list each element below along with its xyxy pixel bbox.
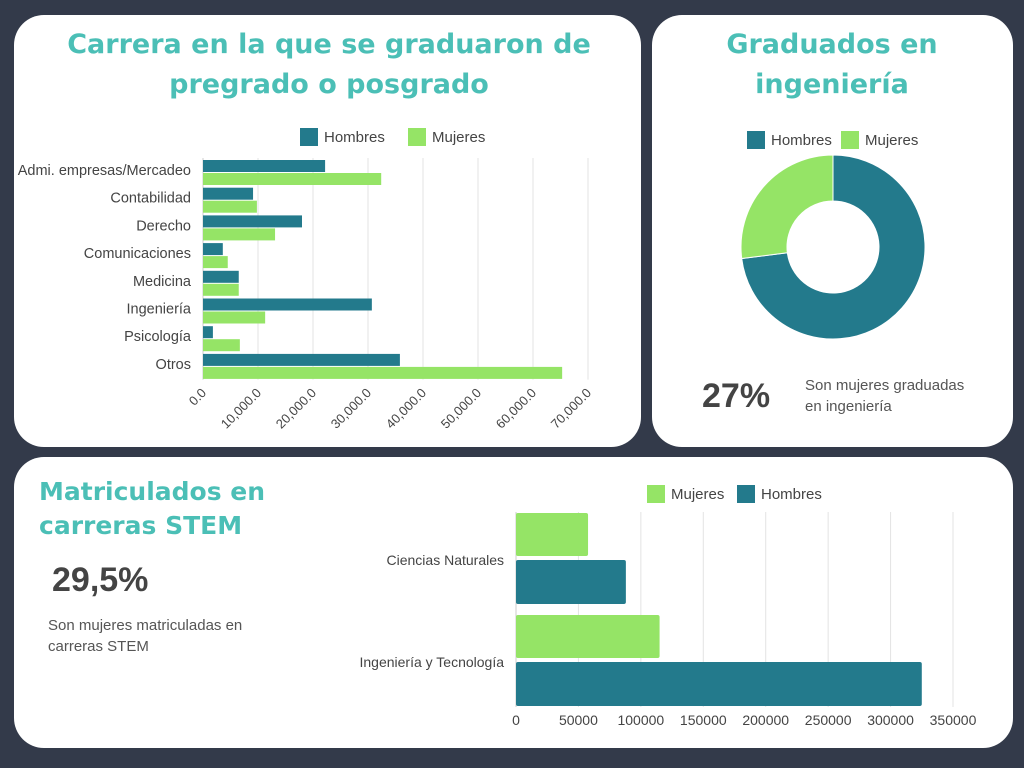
legend-swatch — [647, 485, 665, 503]
tick-label: 10,000.0 — [218, 385, 264, 431]
tick-label: 0 — [512, 712, 520, 728]
legend-label: Mujeres — [865, 132, 918, 149]
category-label: Ingeniería — [127, 302, 192, 318]
bar-mujeres — [203, 200, 257, 213]
category-label: Otros — [156, 357, 191, 373]
bar-mujeres — [516, 513, 589, 556]
card-title: Carrera en la que se graduaron de pregra… — [67, 29, 591, 100]
tick-label: 300000 — [867, 712, 914, 728]
stat-value: 29,5% — [52, 561, 149, 599]
tick-label: 40,000.0 — [383, 385, 429, 431]
bar-hombres — [203, 243, 223, 256]
graduados-donut-chart: Hombres Mujeres — [740, 131, 926, 340]
tick-label: 50000 — [559, 712, 598, 728]
bar-hombres — [203, 298, 372, 311]
category-label: Psicología — [124, 329, 192, 345]
card-title: Graduados en ingeniería — [726, 29, 938, 100]
donut-slice-mujeres — [740, 154, 834, 260]
category-label: Ciencias Naturales — [387, 552, 505, 568]
category-label: Ingeniería y Tecnología — [359, 654, 504, 670]
bar-mujeres — [203, 256, 228, 269]
bar-mujeres — [203, 173, 382, 185]
bar-hombres — [203, 160, 326, 172]
legend-label: Hombres — [761, 486, 822, 503]
bar-hombres — [203, 326, 213, 339]
card-graduados: Graduados en ingeniería Hombres Mujeres 2… — [652, 15, 1013, 447]
matriculados-bar-chart: Mujeres Hombres 0 50000 100000 150000 200000 25… — [359, 485, 977, 728]
legend-swatch — [300, 128, 318, 146]
bar-mujeres — [203, 311, 266, 324]
category-label: Medicina — [133, 274, 192, 290]
bar-mujeres — [203, 228, 276, 241]
donut-slice-hombres — [741, 154, 926, 340]
card-carreras: Carrera en la que se graduaron de pregra… — [14, 15, 641, 447]
legend-label: Mujeres — [432, 129, 485, 146]
tick-label: 250000 — [805, 712, 852, 728]
tick-label: 60,000.0 — [493, 385, 539, 431]
bar-mujeres — [516, 615, 660, 658]
category-label: Admi. empresas/Mercadeo — [18, 163, 191, 179]
legend-label: Hombres — [771, 132, 832, 149]
card-matriculados: Matriculados en carreras STEM 29,5% Son … — [14, 457, 1013, 748]
bar-hombres — [516, 662, 922, 706]
legend-label: Mujeres — [671, 486, 724, 503]
legend-label: Hombres — [324, 129, 385, 146]
legend-swatch — [747, 131, 765, 149]
legend-swatch — [737, 485, 755, 503]
category-label: Derecho — [136, 218, 191, 234]
tick-label: 50,000.0 — [438, 385, 484, 431]
card-title: Matriculados en carreras STEM — [39, 477, 266, 540]
legend-swatch — [408, 128, 426, 146]
bar-hombres — [203, 353, 400, 366]
tick-label: 200000 — [742, 712, 789, 728]
bar-hombres — [203, 215, 302, 228]
bar-hombres — [203, 270, 239, 283]
stat-note: Son mujeres matriculadas en carreras STE… — [48, 617, 243, 655]
stat-value: 27% — [702, 377, 771, 415]
bar-mujeres — [203, 339, 240, 352]
stat-note: Son mujeres graduadas en ingeniería — [805, 377, 965, 415]
bar-mujeres — [203, 283, 239, 296]
tick-label: 150000 — [680, 712, 727, 728]
tick-label: 350000 — [930, 712, 977, 728]
bar-mujeres — [203, 366, 563, 379]
category-label: Comunicaciones — [84, 246, 191, 262]
tick-label: 0.0 — [186, 385, 209, 408]
tick-label: 30,000.0 — [328, 385, 374, 431]
legend-swatch — [841, 131, 859, 149]
bar-hombres — [203, 187, 254, 200]
tick-label: 70,000.0 — [548, 385, 594, 431]
carreras-bar-chart: Hombres Mujeres 0.0 10,000.0 20,000.0 30,000.… — [18, 128, 594, 432]
tick-label: 20,000.0 — [273, 385, 319, 431]
category-label: Contabilidad — [110, 191, 191, 207]
tick-label: 100000 — [617, 712, 664, 728]
bar-hombres — [516, 560, 626, 604]
